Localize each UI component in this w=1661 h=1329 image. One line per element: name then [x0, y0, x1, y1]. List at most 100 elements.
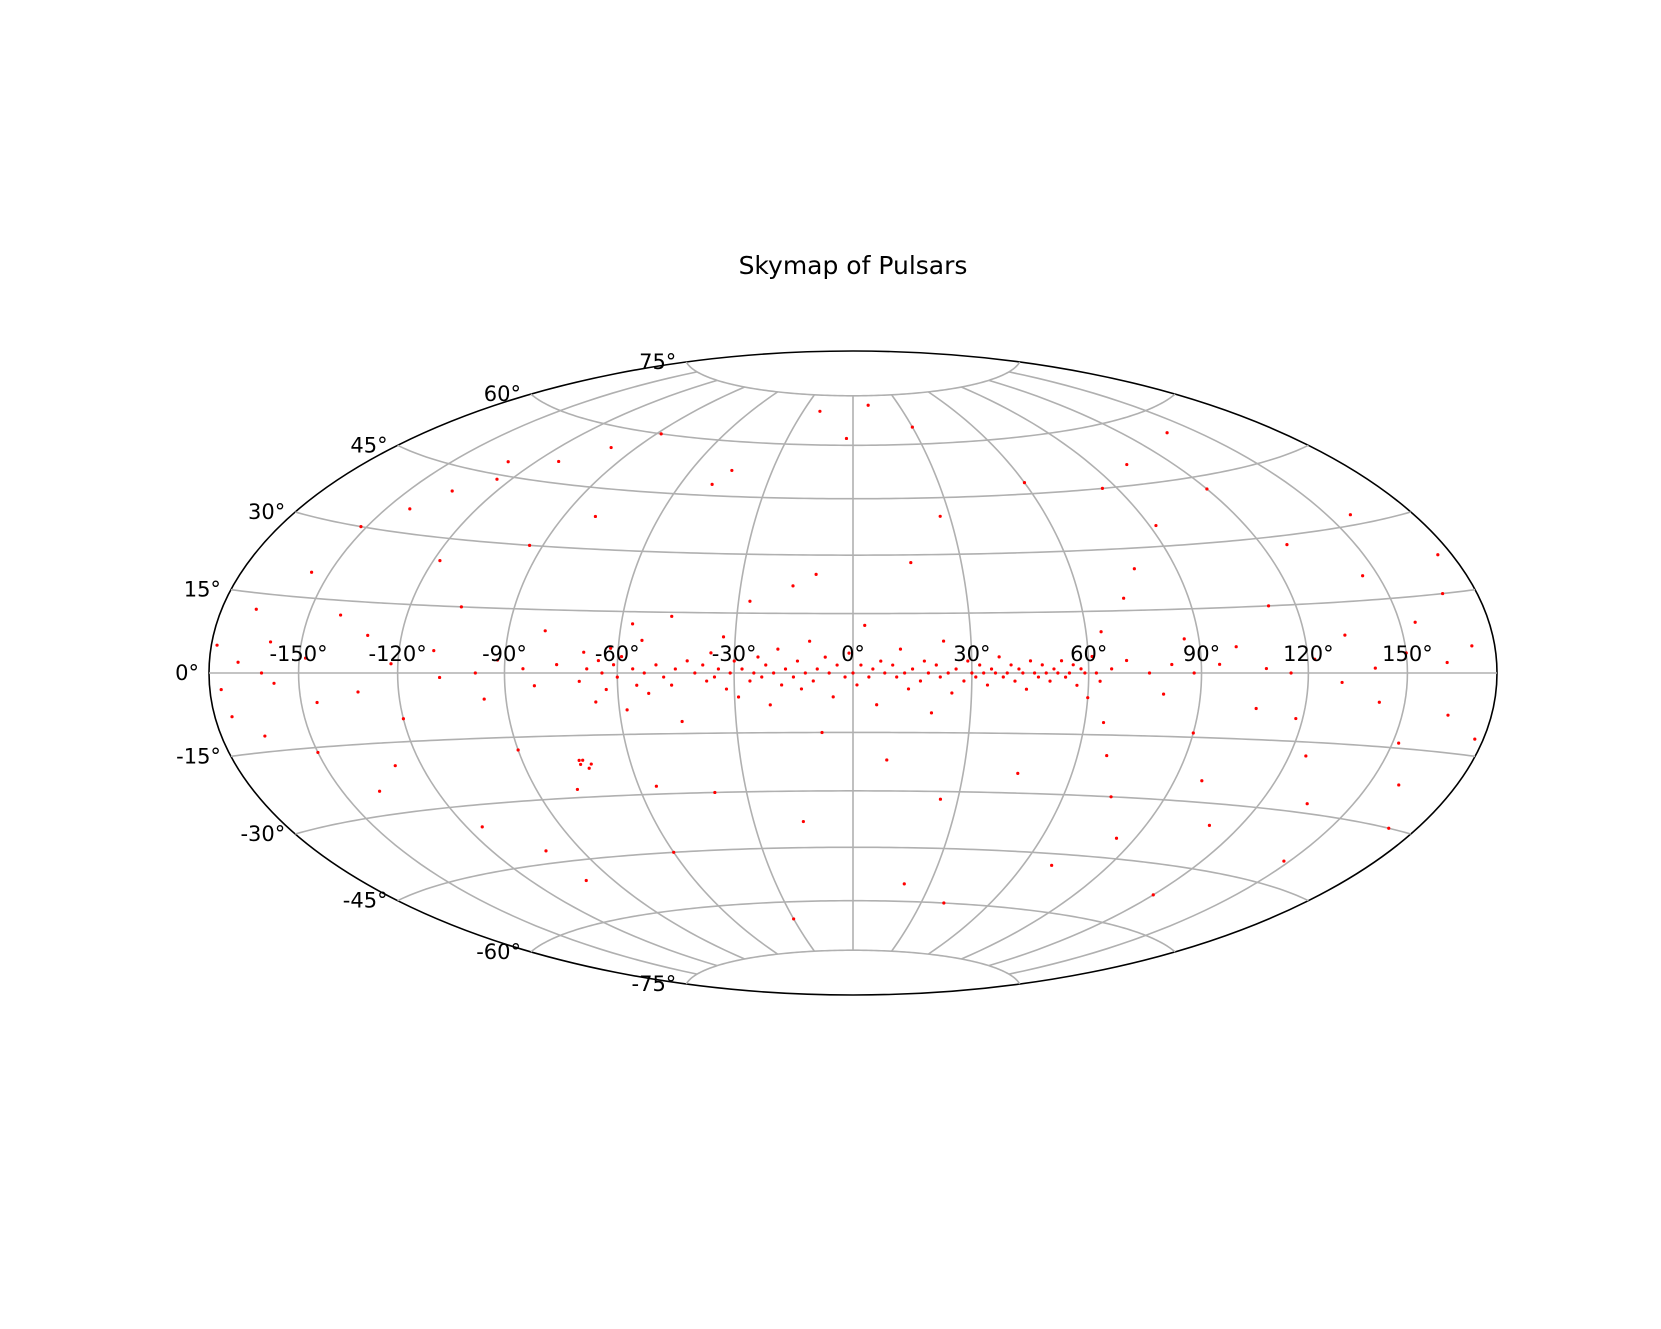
pulsar-point — [268, 640, 273, 644]
pulsar-point — [1234, 645, 1238, 649]
pulsar-point — [938, 514, 942, 518]
pulsar-point — [495, 658, 500, 662]
pulsar-point — [1075, 683, 1079, 687]
pulsar-point — [543, 629, 547, 633]
longitude-gridline — [297, 371, 698, 975]
pulsar-point — [659, 432, 663, 436]
latitude-tick-label: -75° — [632, 972, 677, 996]
pulsar-point — [748, 599, 752, 603]
pulsar-point — [215, 643, 219, 647]
pulsar-point — [575, 787, 580, 792]
pulsar-point — [1059, 659, 1064, 663]
latitude-tick-label: 0° — [175, 661, 199, 685]
pulsar-point — [579, 762, 583, 767]
longitude-tick-label: 120° — [1283, 642, 1334, 666]
latitude-tick-labels: -75° -60° -45° -30° -15° 0° 15° 30° 45° 60° 75° — [175, 350, 676, 996]
pulsar-point — [438, 559, 442, 563]
pulsar-point — [982, 671, 986, 675]
pulsar-point — [1056, 671, 1060, 675]
latitude-tick-label: 15° — [184, 578, 221, 602]
pulsar-point — [1154, 523, 1158, 528]
pulsar-point — [844, 436, 849, 441]
longitude-gridline — [927, 391, 1090, 955]
pulsar-point — [814, 572, 818, 576]
pulsar-point — [792, 917, 796, 921]
pulsar-point — [532, 684, 536, 688]
pulsar-point — [1151, 893, 1155, 897]
pulsar-point — [557, 459, 561, 464]
pulsar-point — [642, 671, 646, 675]
pulsar-point — [974, 675, 978, 679]
pulsar-point — [906, 687, 911, 691]
pulsar-point — [1105, 753, 1109, 758]
latitude-tick-label: 75° — [639, 350, 676, 374]
pulsar-point — [593, 514, 598, 519]
pulsar-point — [647, 691, 651, 695]
pulsar-point — [1124, 658, 1129, 663]
pulsar-point — [1264, 666, 1269, 671]
pulsar-point — [910, 425, 914, 429]
pulsar-point — [459, 605, 463, 609]
pulsar-point — [740, 667, 744, 671]
pulsar-point — [808, 639, 812, 643]
longitude-tick-label: 60° — [1070, 642, 1107, 666]
pulsar-point — [1009, 663, 1013, 667]
pulsar-point — [823, 655, 827, 659]
pulsar-point — [450, 489, 454, 493]
pulsar-point — [1109, 795, 1113, 799]
pulsar-point — [673, 667, 677, 671]
pulsar-point — [1218, 662, 1222, 666]
pulsar-point — [985, 683, 990, 687]
pulsar-point — [966, 659, 970, 663]
pulsar-point — [827, 671, 831, 675]
pulsar-point — [1289, 671, 1293, 675]
pulsar-point — [962, 679, 966, 683]
pulsar-point — [713, 790, 717, 795]
pulsar-point — [1052, 667, 1056, 671]
longitude-gridline — [988, 379, 1310, 967]
pulsar-point — [760, 675, 764, 679]
pulsar-point — [1165, 431, 1169, 435]
pulsar-point — [631, 667, 635, 671]
pulsar-point — [630, 622, 635, 626]
pulsar-point — [625, 708, 629, 712]
pulsar-point — [799, 687, 804, 691]
pulsar-point — [1071, 663, 1075, 667]
pulsar-point — [272, 681, 276, 685]
pulsar-point — [1013, 679, 1017, 683]
longitude-tick-label: -30° — [712, 642, 757, 666]
pulsar-point — [1470, 644, 1474, 648]
pulsar-point — [482, 697, 486, 701]
longitude-tick-label: -90° — [482, 642, 527, 666]
latitude-tick-label: -60° — [476, 940, 521, 964]
pulsar-point — [883, 671, 887, 675]
pulsar-point — [783, 667, 788, 671]
pulsar-point — [600, 671, 604, 675]
longitude-tick-label: 30° — [953, 642, 990, 666]
pulsar-point — [859, 663, 863, 667]
latitude-tick-label: -30° — [240, 822, 285, 846]
longitude-gridline — [1008, 371, 1409, 975]
pulsar-point — [1207, 823, 1212, 827]
longitude-tick-label: -120° — [369, 642, 427, 666]
pulsar-point — [1170, 662, 1174, 667]
pulsar-point — [1282, 859, 1286, 863]
longitude-gridline — [396, 379, 718, 967]
pulsar-point — [885, 758, 889, 762]
pulsar-point — [259, 671, 264, 675]
pulsar-point — [1413, 620, 1417, 624]
pulsar-point — [309, 570, 314, 574]
pulsar-point — [609, 445, 613, 450]
pulsar-point — [1397, 741, 1401, 745]
pulsar-point — [1016, 771, 1020, 775]
pulsar-point — [1028, 659, 1033, 663]
pulsar-point — [615, 675, 619, 679]
pulsar-point — [871, 667, 875, 671]
pulsar-point — [764, 663, 768, 667]
pulsar-point — [1132, 567, 1136, 571]
pulsar-point — [393, 764, 397, 768]
pulsar-point — [736, 695, 741, 699]
pulsar-point — [1022, 481, 1027, 485]
pulsar-point — [791, 584, 795, 588]
